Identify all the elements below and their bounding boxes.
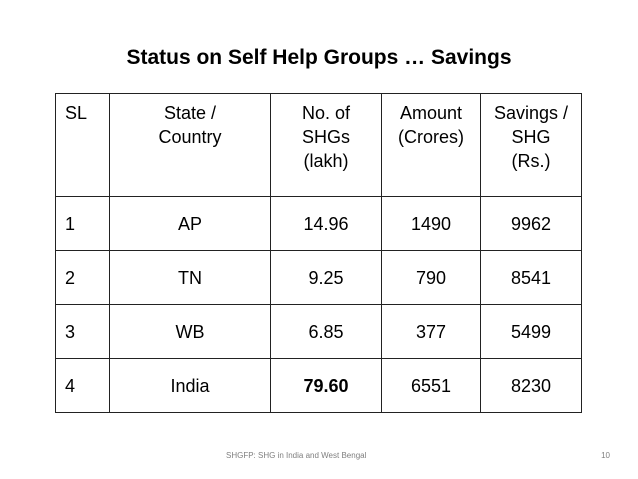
slide-title: Status on Self Help Groups … Savings (126, 46, 512, 69)
cell-sl: 4 (55, 358, 110, 413)
cell-sl: 1 (55, 196, 110, 251)
cell-amount: 6551 (381, 358, 481, 413)
header-shgs-line-3: (lakh) (303, 151, 349, 171)
header-amount: Amount (Crores) (381, 93, 481, 197)
header-savings-line-1: Savings / (493, 103, 569, 123)
cell-savings: 5499 (480, 304, 582, 359)
header-sl-line-1: SL (65, 103, 88, 123)
header-savings-line-2: SHG (511, 127, 551, 147)
cell-shg-count-highlighted: 79.60 (270, 358, 382, 413)
header-state-line-2: Country (158, 127, 222, 147)
cell-shg-count: 6.85 (270, 304, 382, 359)
header-shgs-line-2: SHGs (301, 127, 350, 147)
cell-savings: 9962 (480, 196, 582, 251)
slide-footer: SHGFP: SHG in India and West Bengal (226, 451, 367, 460)
header-amount-line-2: (Crores) (398, 127, 464, 147)
cell-amount: 1490 (381, 196, 481, 251)
cell-state: India (109, 358, 271, 413)
header-state-country: State / Country (109, 93, 271, 197)
page-number: 10 (601, 451, 610, 460)
cell-amount: 790 (381, 250, 481, 305)
cell-savings: 8541 (480, 250, 582, 305)
table-row: 1 AP 14.96 1490 9962 (55, 196, 582, 251)
header-no-of-shgs: No. of SHGs (lakh) (270, 93, 382, 197)
header-row: SL State / Country No. of SHGs (lakh) Am… (55, 93, 582, 197)
header-shgs-line-1: No. of (301, 103, 351, 123)
savings-table: SL State / Country No. of SHGs (lakh) Am… (55, 93, 582, 413)
cell-savings: 8230 (480, 358, 582, 413)
table-row: 3 WB 6.85 377 5499 (55, 304, 582, 359)
cell-sl: 2 (55, 250, 110, 305)
header-sl: SL (55, 93, 110, 197)
header-savings-line-3: (Rs.) (511, 151, 551, 171)
cell-state: WB (109, 304, 271, 359)
cell-shg-count: 9.25 (270, 250, 382, 305)
table-row: 4 India 79.60 6551 8230 (55, 358, 582, 413)
cell-state: TN (109, 250, 271, 305)
header-amount-line-1: Amount (399, 103, 463, 123)
cell-shg-count: 14.96 (270, 196, 382, 251)
header-state-line-1: State / (163, 103, 217, 123)
cell-sl: 3 (55, 304, 110, 359)
table-row: 2 TN 9.25 790 8541 (55, 250, 582, 305)
header-savings-per-shg: Savings / SHG (Rs.) (480, 93, 582, 197)
cell-amount: 377 (381, 304, 481, 359)
cell-state: AP (109, 196, 271, 251)
